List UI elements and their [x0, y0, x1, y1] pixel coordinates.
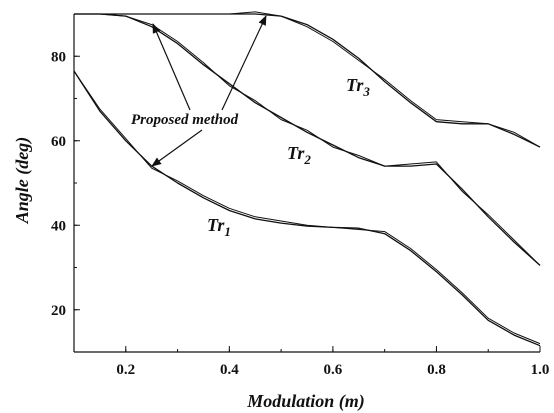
series-label-tr1: Tr1 — [207, 215, 231, 239]
series-lines — [73, 11, 541, 347]
proposed-method-annotation: Proposed method — [131, 15, 267, 167]
annotation-arrow-2 — [221, 15, 267, 111]
x-tick-label: 0.2 — [116, 362, 135, 378]
series-label-tr2: Tr2 — [287, 143, 311, 167]
x-tick-label: 0.4 — [220, 362, 239, 378]
x-tick-label: 0.8 — [427, 362, 446, 378]
annotation-arrow-3 — [151, 129, 203, 167]
y-axis-title: Angle (deg) — [12, 137, 33, 224]
annotation-arrow-1 — [152, 23, 191, 111]
series-tr3-proposed-line — [74, 11, 541, 148]
y-tick-label: 40 — [51, 218, 66, 234]
y-tick-label: 20 — [51, 303, 66, 319]
x-tick-label: 0.6 — [324, 362, 343, 378]
series-labels: Tr1 Tr2 Tr3 — [207, 75, 370, 239]
series-tr2-line — [74, 13, 541, 266]
annotation-text: Proposed method — [131, 112, 239, 128]
y-tick-label: 80 — [51, 49, 66, 65]
ticks: 0.2 0.4 0.6 0.8 1.0 20 40 60 80 — [51, 13, 550, 378]
y-tick-label: 60 — [51, 134, 66, 150]
series-tr2-proposed-line — [74, 13, 541, 266]
axes — [73, 14, 540, 353]
x-tick-label: 1.0 — [531, 362, 550, 378]
x-axis-title: Modulation (m) — [246, 391, 365, 412]
series-label-tr3: Tr3 — [346, 75, 370, 99]
series-tr1-proposed-line — [73, 70, 541, 345]
